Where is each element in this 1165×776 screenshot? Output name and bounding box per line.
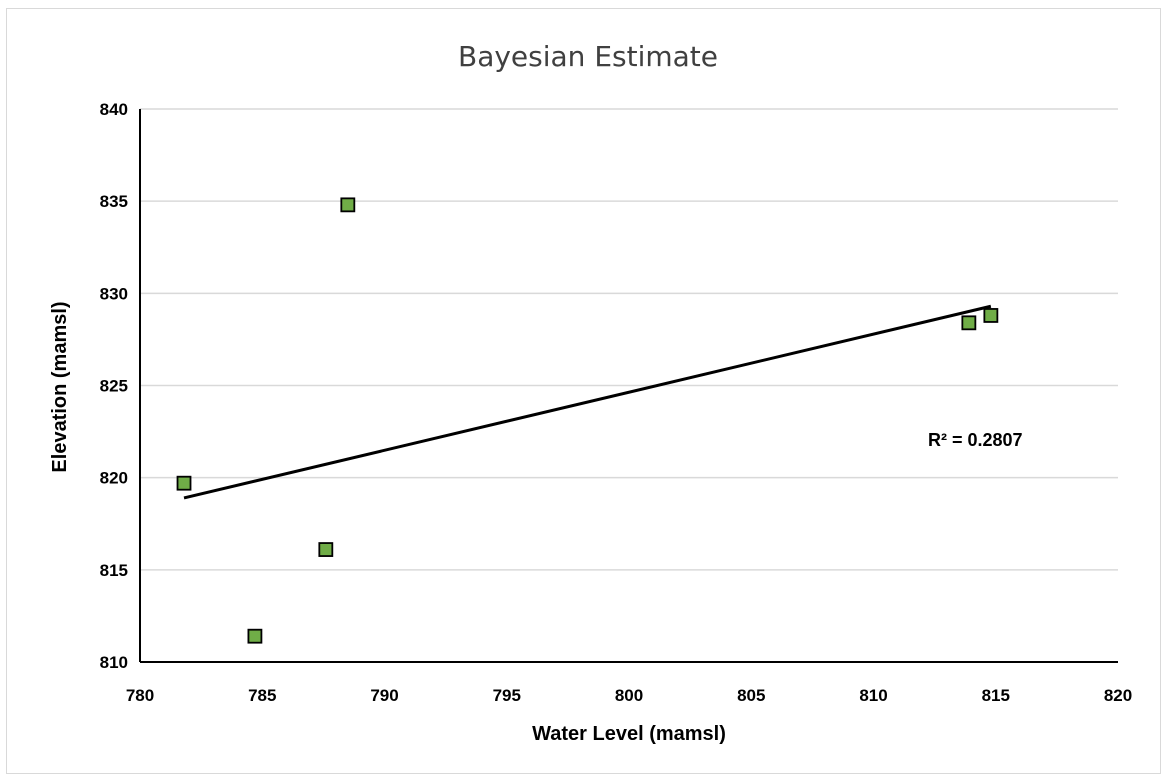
x-tick-label-815: 815 bbox=[982, 686, 1010, 705]
y-axis-label: Elevation (mamsl) bbox=[49, 301, 71, 472]
x-tick-label-780: 780 bbox=[126, 686, 154, 705]
gridlines bbox=[140, 108, 1118, 571]
x-axis-label: Water Level (mamsl) bbox=[532, 723, 726, 745]
x-tick-label-810: 810 bbox=[859, 686, 887, 705]
axes bbox=[139, 109, 1118, 663]
y-tick-label-835: 835 bbox=[100, 192, 128, 211]
data-point-1 bbox=[176, 475, 192, 491]
y-tick-label-820: 820 bbox=[100, 469, 128, 488]
x-tick-label-805: 805 bbox=[737, 686, 765, 705]
data-point-6 bbox=[983, 308, 999, 323]
tick-labels: 810 815 820 825 830 835 840 780 785 790 795 800 805 8… bbox=[100, 100, 1133, 705]
data-point-4 bbox=[340, 197, 356, 213]
chart-title: Bayesian Estimate bbox=[458, 40, 718, 73]
data-points bbox=[176, 197, 999, 644]
y-tick-label-830: 830 bbox=[100, 284, 128, 303]
y-tick-label-815: 815 bbox=[100, 561, 128, 580]
chart-frame bbox=[6, 8, 1161, 774]
data-point-5 bbox=[961, 315, 977, 331]
r-squared-annotation: R² = 0.2807 bbox=[928, 430, 1023, 450]
data-point-2 bbox=[247, 628, 263, 644]
trendline bbox=[183, 304, 992, 500]
data-point-3 bbox=[318, 542, 334, 557]
x-tick-label-795: 795 bbox=[493, 686, 521, 705]
y-tick-label-825: 825 bbox=[100, 377, 128, 396]
trendline-group bbox=[183, 304, 992, 500]
x-tick-label-820: 820 bbox=[1104, 686, 1132, 705]
y-tick-label-840: 840 bbox=[100, 100, 128, 119]
x-tick-label-800: 800 bbox=[615, 686, 643, 705]
x-tick-label-785: 785 bbox=[248, 686, 276, 705]
y-tick-label-810: 810 bbox=[100, 653, 128, 672]
x-tick-label-790: 790 bbox=[370, 686, 398, 705]
